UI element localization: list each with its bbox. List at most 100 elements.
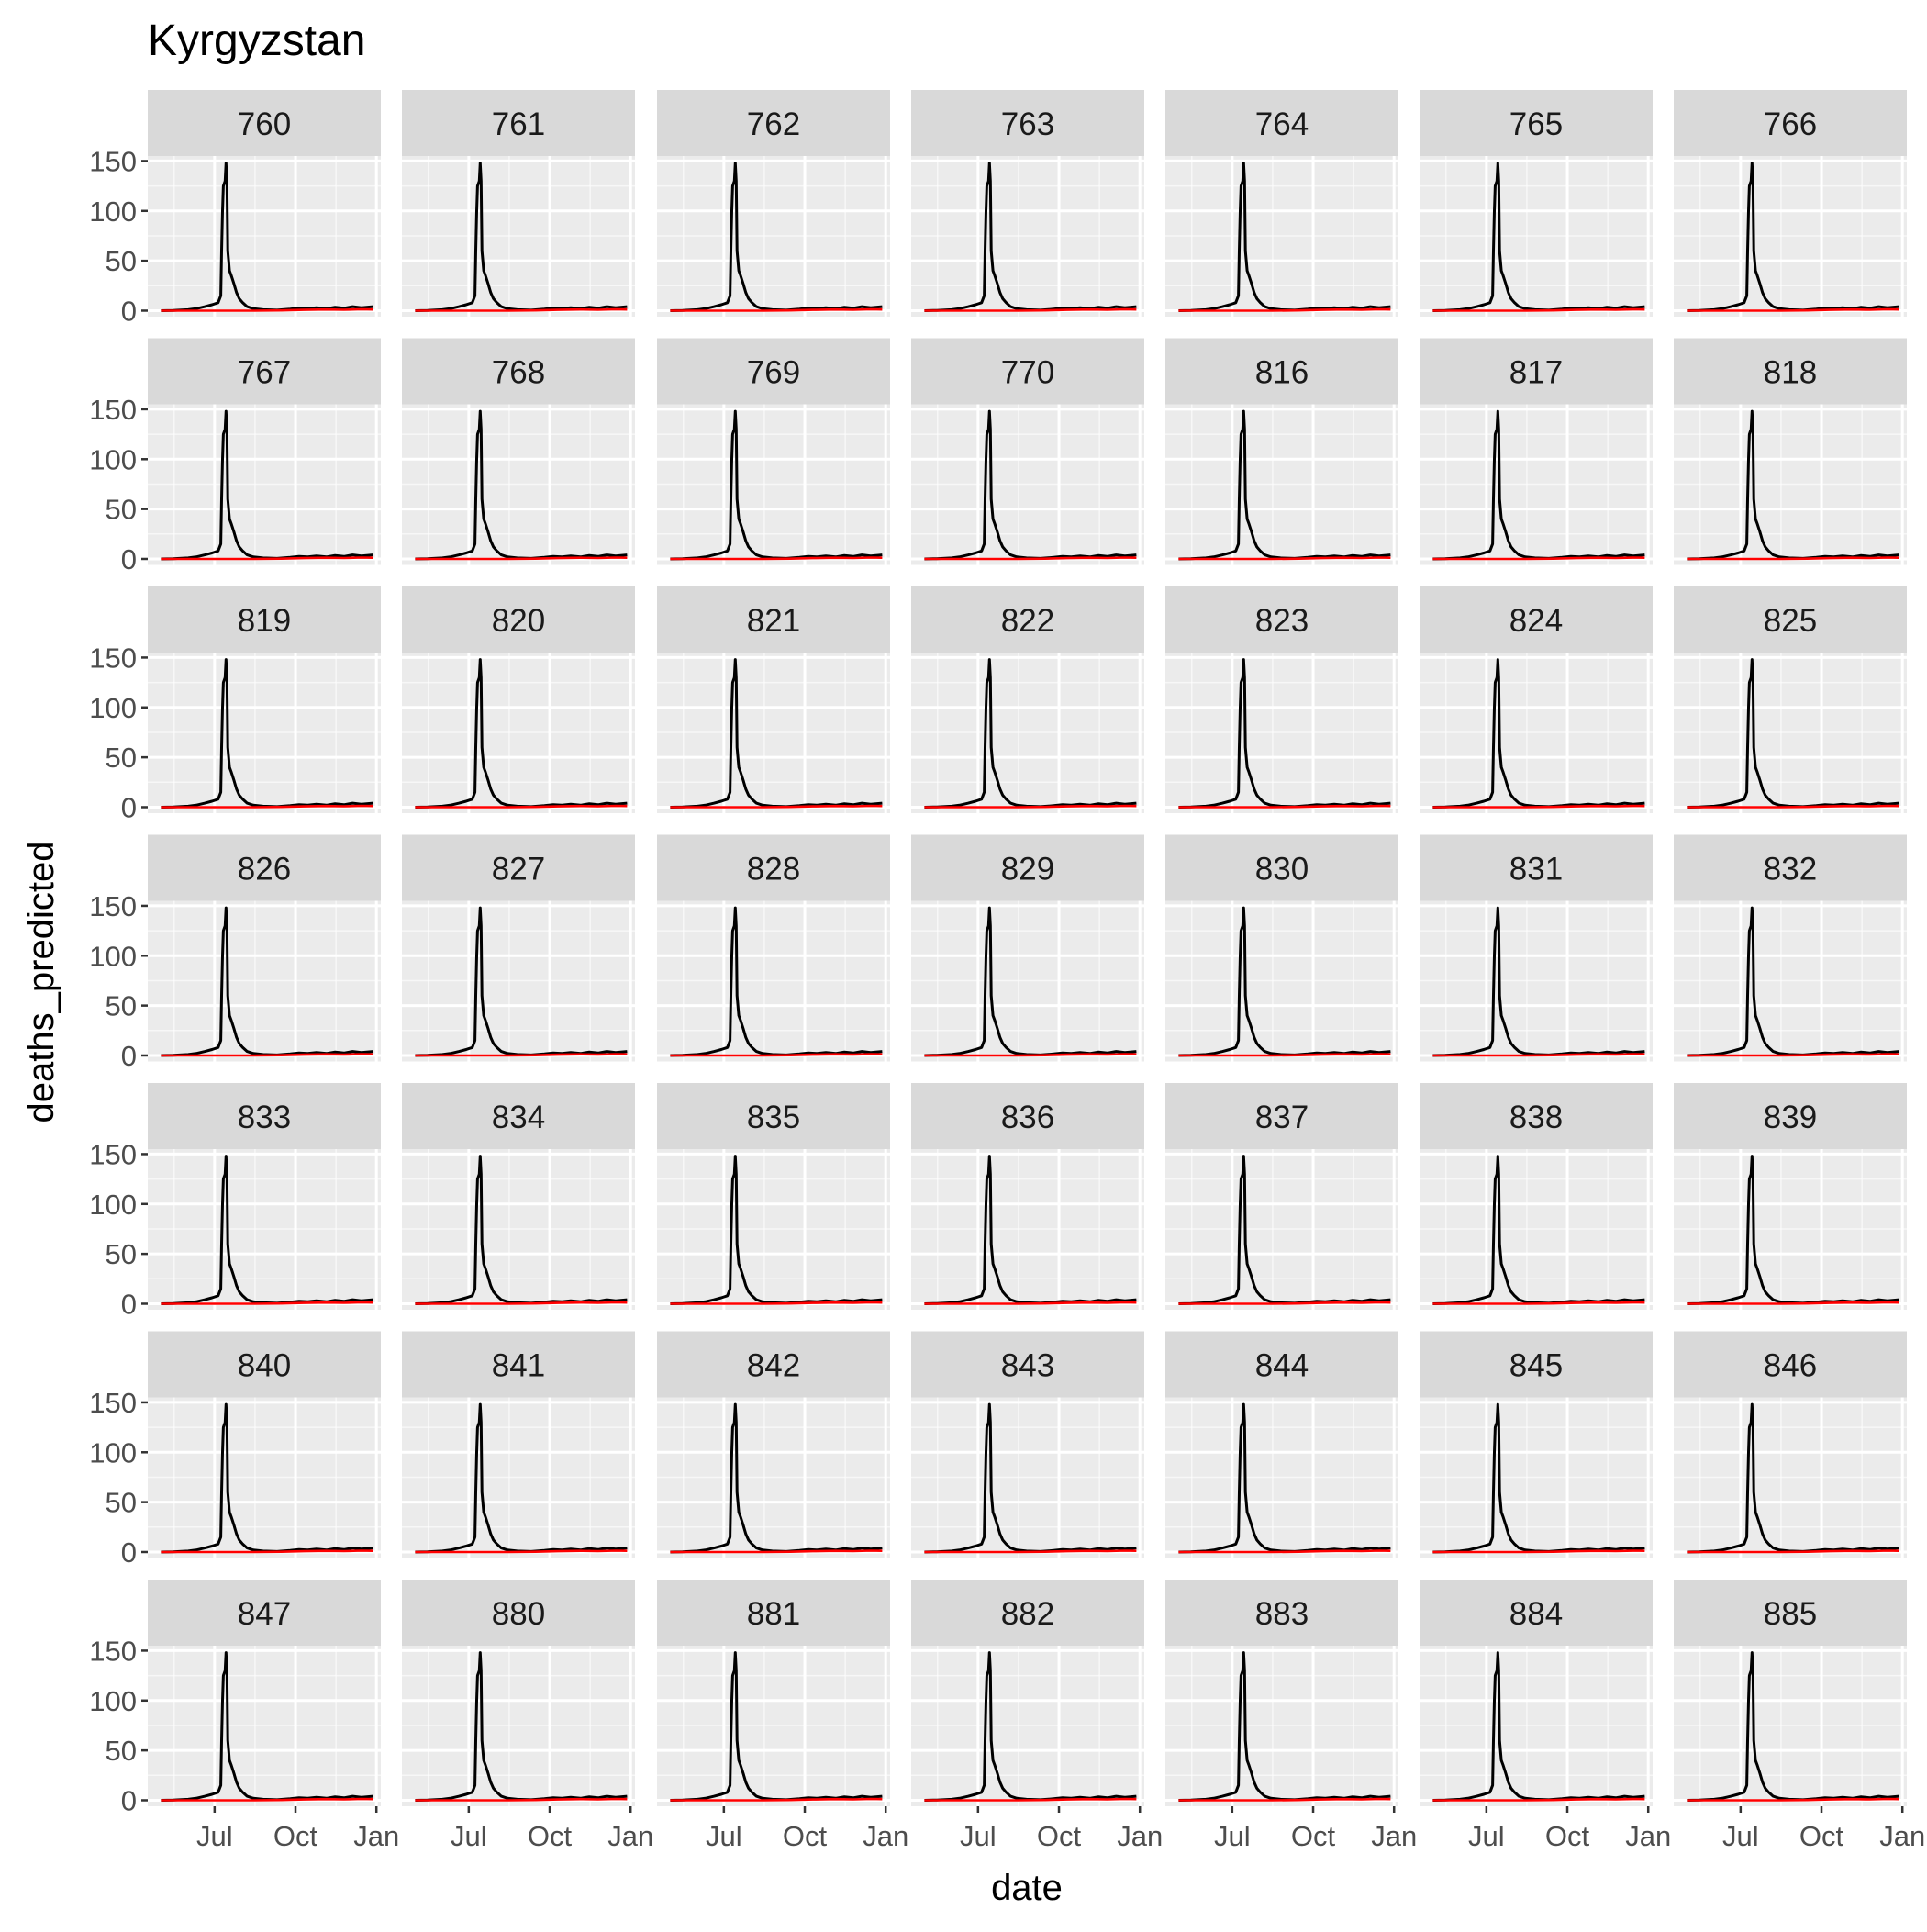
x-tick-label: Oct [1291, 1820, 1336, 1852]
predicted-deaths-line [1687, 1402, 1899, 1554]
predicted-deaths-line [415, 658, 628, 809]
predicted-deaths-line [1687, 162, 1899, 312]
predicted-deaths-line [1432, 409, 1645, 561]
facet-label: 825 [1764, 603, 1817, 639]
observed-deaths-line [161, 307, 373, 312]
y-tick-label: 150 [89, 1635, 137, 1667]
observed-deaths-line [924, 1797, 1137, 1802]
facet-label: 836 [1001, 1100, 1054, 1135]
facet-strip [1674, 834, 1907, 901]
y-tick-label: 50 [106, 1238, 137, 1270]
facet-panel: 835 [657, 1083, 890, 1310]
predicted-deaths-line [670, 1155, 883, 1305]
observed-deaths-line [1178, 1549, 1391, 1554]
facet-label: 830 [1255, 852, 1309, 888]
y-tick-label: 50 [106, 742, 137, 774]
facet-panel: 885 Jul Oct Jan [1674, 1580, 1925, 1852]
facet-panel: 833 0 50 100 150 [89, 1083, 381, 1320]
observed-deaths-line [1432, 1797, 1645, 1802]
facet-label: 820 [492, 603, 545, 639]
y-tick-label: 150 [89, 394, 137, 426]
predicted-deaths-line [161, 409, 373, 561]
facet-strip [1165, 1331, 1398, 1398]
x-tick-label: Jul [1214, 1820, 1251, 1852]
x-tick-label: Jan [1117, 1820, 1163, 1852]
facet-panel: 829 [911, 834, 1144, 1062]
predicted-deaths-line [1432, 1402, 1645, 1554]
facet-panel: 766 [1674, 90, 1907, 317]
facet-strip [402, 338, 635, 405]
x-tick-label: Jan [1371, 1820, 1417, 1852]
facet-panel: 846 [1674, 1331, 1907, 1558]
facet-label: 880 [492, 1596, 545, 1632]
facet-strip [1165, 338, 1398, 405]
facet-panel: 832 [1674, 834, 1907, 1062]
facet-strip [1420, 1083, 1653, 1149]
facet-label: 837 [1255, 1100, 1309, 1135]
facet-panel: 883 Jul Oct Jan [1165, 1580, 1417, 1852]
y-tick-label: 0 [121, 1040, 137, 1072]
y-tick-label: 50 [106, 494, 137, 526]
x-tick-label: Jan [863, 1820, 908, 1852]
facet-label: 841 [492, 1348, 545, 1384]
predicted-deaths-line [1178, 1651, 1391, 1802]
facet-strip [657, 1580, 890, 1646]
x-tick-label: Oct [783, 1820, 828, 1852]
facet-panel: 842 [657, 1331, 890, 1558]
facet-strip [657, 338, 890, 405]
facet-strip [1674, 338, 1907, 405]
facet-label: 882 [1001, 1596, 1054, 1632]
predicted-deaths-line [415, 1155, 628, 1305]
observed-deaths-line [1687, 1797, 1899, 1802]
facet-panels: 760 0 50 100 150 761 762 763 764 765 766 767 0 50 100 1… [89, 90, 1925, 1852]
y-tick-label: 0 [121, 295, 137, 327]
y-tick-label: 150 [89, 642, 137, 674]
observed-deaths-line [1178, 556, 1391, 561]
x-tick-label: Jul [1722, 1820, 1759, 1852]
predicted-deaths-line [415, 162, 628, 312]
y-tick-label: 100 [89, 195, 137, 228]
facet-panel: 761 [402, 90, 635, 317]
facet-strip [402, 834, 635, 901]
observed-deaths-line [1432, 556, 1645, 561]
facet-panel: 819 0 50 100 150 [89, 586, 381, 823]
predicted-deaths-line [161, 162, 373, 312]
facet-panel: 847 0 50 100 150 Jul Oct Jan [89, 1580, 399, 1852]
facet-panel: 882 Jul Oct Jan [911, 1580, 1163, 1852]
observed-deaths-line [670, 1053, 883, 1057]
predicted-deaths-line [1432, 906, 1645, 1057]
predicted-deaths-line [924, 906, 1137, 1057]
facet-label: 821 [747, 603, 800, 639]
y-tick-label: 100 [89, 1189, 137, 1221]
x-axis-title: date [991, 1868, 1063, 1908]
predicted-deaths-line [415, 906, 628, 1057]
predicted-deaths-line [1432, 1651, 1645, 1802]
observed-deaths-line [670, 1549, 883, 1554]
y-tick-label: 0 [121, 1536, 137, 1569]
facet-label: 843 [1001, 1348, 1054, 1384]
predicted-deaths-line [161, 1155, 373, 1305]
observed-deaths-line [161, 1797, 373, 1802]
facet-label: 829 [1001, 852, 1054, 888]
observed-deaths-line [415, 1797, 628, 1802]
facet-panel: 831 [1420, 834, 1653, 1062]
predicted-deaths-line [1687, 409, 1899, 561]
observed-deaths-line [1687, 1053, 1899, 1057]
facet-strip [402, 1331, 635, 1398]
facet-strip [1674, 1083, 1907, 1149]
facet-label: 765 [1509, 106, 1563, 142]
predicted-deaths-line [924, 658, 1137, 809]
predicted-deaths-line [1178, 906, 1391, 1057]
facet-panel: 837 [1165, 1083, 1398, 1310]
facet-label: 818 [1764, 355, 1817, 391]
observed-deaths-line [161, 1549, 373, 1554]
facet-label: 842 [747, 1348, 800, 1384]
facet-panel: 843 [911, 1331, 1144, 1558]
facet-strip [911, 1580, 1144, 1646]
facet-label: 832 [1764, 852, 1817, 888]
facet-label: 838 [1509, 1100, 1563, 1135]
observed-deaths-line [1432, 1301, 1645, 1305]
facet-label: 847 [238, 1596, 291, 1632]
facet-panel: 838 [1420, 1083, 1653, 1310]
